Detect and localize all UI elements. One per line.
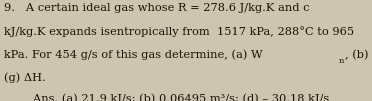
- Text: (g) ΔH.: (g) ΔH.: [4, 72, 46, 83]
- Text: , (b) V: , (b) V: [345, 49, 372, 60]
- Text: kJ/kg.K expands isentropically from  1517 kPa, 288°C to 965: kJ/kg.K expands isentropically from 1517…: [4, 26, 355, 37]
- Text: kPa. For 454 g/s of this gas determine, (a) W: kPa. For 454 g/s of this gas determine, …: [4, 49, 263, 60]
- Text: n: n: [339, 57, 344, 65]
- Text: Ans. (a) 21.9 kJ/s; (b) 0.06495 m³/s; (d) – 30.18 kJ/s: Ans. (a) 21.9 kJ/s; (b) 0.06495 m³/s; (d…: [4, 94, 330, 101]
- Text: 9.   A certain ideal gas whose R = 278.6 J/kg.K and c: 9. A certain ideal gas whose R = 278.6 J…: [4, 3, 310, 13]
